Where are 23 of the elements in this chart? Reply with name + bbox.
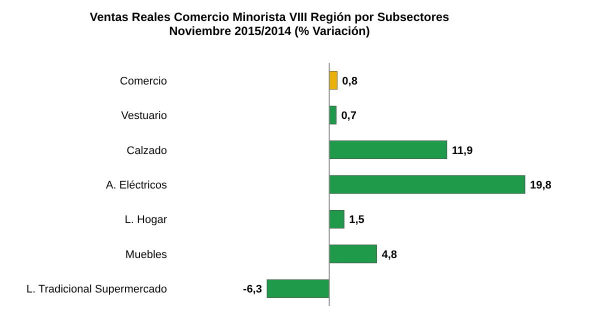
y-tick-label: A. Eléctricos (106, 180, 168, 192)
y-tick-label: Vestuario (121, 110, 167, 122)
data-label: 11,9 (452, 144, 473, 157)
bar (329, 71, 338, 90)
chart-subtitle: Noviembre 2015/2014 (% Variación) (169, 24, 370, 38)
data-label: 19,8 (530, 180, 552, 192)
y-tick-label: Muebles (125, 248, 168, 261)
y-tick-label: Calzado (126, 144, 167, 157)
bar (266, 279, 330, 298)
data-label: 4,8 (382, 248, 398, 261)
bar (329, 210, 344, 228)
data-label: 1,5 (349, 214, 364, 226)
data-label: -6,3 (243, 284, 262, 296)
chart-title: Ventas Reales Comercio Minorista VIII Región por Subsectores (90, 10, 450, 24)
y-tick-label: L. Hogar (124, 214, 168, 226)
bar (329, 175, 526, 194)
bar (329, 244, 377, 264)
data-label: 0,8 (342, 75, 358, 88)
data-label: 0,7 (341, 110, 356, 122)
bar (329, 140, 448, 160)
y-tick-label: Comercio (120, 75, 167, 88)
y-tick-label: L. Tradicional Supermercado (26, 284, 167, 296)
bar (329, 106, 336, 124)
